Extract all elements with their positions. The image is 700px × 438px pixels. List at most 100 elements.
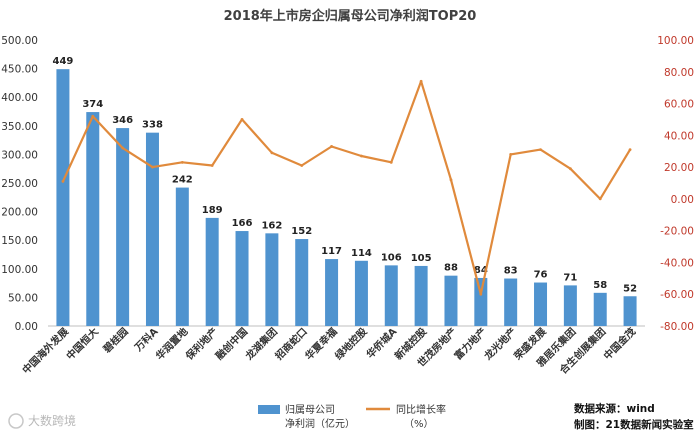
y-right-tick-label: -80.00: [660, 321, 694, 333]
growth-rate-point: [91, 114, 95, 118]
y-left-tick-label: 50.00: [8, 292, 38, 304]
y-left-tick-label: 300.00: [1, 149, 38, 161]
bar-value-label: 166: [232, 218, 253, 229]
watermark-text: 大数跨境: [28, 413, 76, 428]
bar: [384, 265, 398, 326]
bar: [86, 112, 100, 327]
x-tick-label: 融创中国: [213, 325, 250, 362]
x-tick-label: 招商蛇口: [272, 325, 309, 362]
y-left-tick-label: 200.00: [1, 207, 38, 219]
growth-rate-point: [240, 118, 244, 121]
growth-rate-point: [330, 145, 333, 148]
bar-value-label: 114: [351, 248, 372, 259]
growth-rate-point: [509, 153, 513, 156]
growth-rate-line: [61, 80, 632, 296]
y-right-tick-label: -40.00: [660, 257, 694, 269]
y-right-tick-label: 80.00: [664, 67, 694, 79]
bar: [325, 259, 339, 326]
growth-rate-point: [479, 292, 483, 296]
y-right-tick-label: -20.00: [660, 226, 694, 238]
y-left-tick-label: 400.00: [1, 92, 38, 104]
watermark-logo-icon: [8, 413, 24, 429]
y-right-tick-label: 100.00: [657, 35, 694, 47]
growth-rate-point: [568, 167, 572, 171]
x-tick-label: 龙湖集团: [242, 325, 280, 363]
legend-line-label-line1: 同比增长率: [396, 403, 446, 416]
axes: 0.00 50.00 100.00 150.00 200.00 250.00 300.00 3…: [1, 35, 694, 333]
bar: [145, 132, 159, 326]
legend: 归属母公司 净利润（亿元） 同比增长率 （%）: [258, 403, 446, 430]
bar: [444, 275, 458, 326]
bar-value-label: 83: [504, 266, 518, 277]
bar-value-label: 374: [82, 99, 103, 110]
bar-value-label: 52: [623, 283, 637, 294]
bar: [534, 282, 548, 326]
y-right-tick-label: -60.00: [660, 289, 694, 301]
bar-value-label: 71: [563, 272, 577, 283]
growth-rate-point: [628, 148, 632, 152]
bar-value-label: 88: [444, 263, 458, 274]
y-left-tick-label: 150.00: [1, 235, 38, 247]
x-tick-label: 中国金茂: [601, 325, 638, 362]
bar-value-label: 346: [112, 115, 133, 126]
bar-value-label: 152: [291, 226, 312, 237]
legend-bar-label-line1: 归属母公司: [285, 403, 335, 416]
y-right-tick-label: 60.00: [664, 99, 694, 111]
bar-value-label: 105: [411, 253, 432, 264]
bar: [593, 292, 607, 326]
bar-value-label: 58: [593, 280, 607, 291]
x-tick-label: 万科A: [131, 325, 161, 355]
bar-value-label: 117: [321, 246, 342, 257]
bar-value-label: 338: [142, 120, 163, 131]
y-right-tick-label: 0.00: [671, 194, 694, 206]
x-tick-label: 绿地控股: [332, 324, 370, 362]
x-tick-label: 碧桂园: [100, 325, 131, 356]
bar: [56, 69, 70, 326]
line-group: [61, 79, 632, 296]
y-left-tick-label: 350.00: [1, 121, 38, 133]
bar: [295, 239, 309, 326]
growth-rate-point: [539, 148, 542, 152]
bar-value-label: 449: [52, 56, 73, 67]
growth-rate-point: [210, 164, 214, 167]
y-left-tick-label: 100.00: [1, 264, 38, 276]
growth-rate-point: [360, 154, 363, 158]
growth-rate-point: [419, 79, 423, 83]
bar: [354, 260, 368, 326]
x-tick-label: 保利地产: [182, 325, 220, 363]
growth-rate-point: [61, 180, 65, 183]
source-note: 数据来源：wind 制图：21数据新闻实验室: [573, 402, 694, 431]
bar: [175, 187, 189, 326]
growth-rate-point: [598, 197, 602, 201]
bar: [205, 217, 219, 326]
bar: [504, 278, 518, 326]
growth-rate-point: [180, 160, 184, 164]
legend-bar-label-line2: 净利润（亿元）: [285, 417, 355, 430]
growth-rate-point: [151, 165, 154, 169]
x-tick-label: 富力地产: [451, 325, 488, 362]
bar: [623, 296, 637, 326]
x-tick-label: 华夏幸福: [302, 325, 339, 362]
y-left-tick-label: 500.00: [1, 35, 38, 47]
x-tick-label: 华润置地: [153, 325, 190, 362]
source-line1: 数据来源：wind: [573, 402, 655, 415]
bar: [116, 128, 130, 326]
bar-value-label: 84: [474, 265, 488, 276]
y-left-tick-label: 450.00: [1, 64, 38, 76]
bar: [414, 265, 428, 326]
chart-title: 2018年上市房企归属母公司净利润TOP20: [224, 8, 477, 24]
bar: [235, 231, 249, 326]
bars-group: 449 374 346 338 242 189 166 162 152 117 114 106 105 8…: [52, 56, 637, 327]
y-right-tick-label: 40.00: [664, 130, 694, 142]
bar-value-label: 162: [261, 220, 282, 231]
bar: [563, 285, 577, 326]
y-right-tick-label: 20.00: [664, 162, 694, 174]
bar: [265, 233, 279, 326]
bar-value-label: 76: [534, 270, 548, 281]
legend-bar-swatch: [258, 405, 280, 414]
growth-rate-point: [389, 160, 393, 164]
source-line2: 制图：21数据新闻实验室: [574, 418, 694, 431]
